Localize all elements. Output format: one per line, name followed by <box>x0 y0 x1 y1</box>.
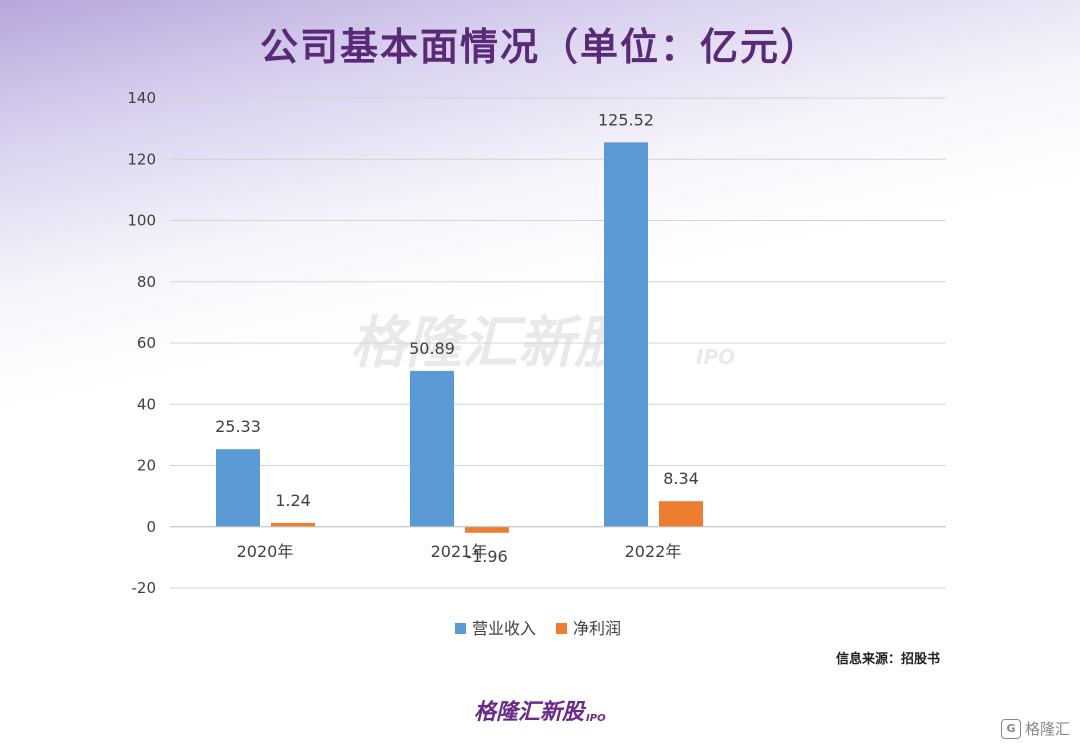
x-tick-label: 2020年 <box>237 542 294 561</box>
y-tick-label: -20 <box>132 579 157 597</box>
legend-label: 营业收入 <box>472 619 536 638</box>
bar <box>216 449 260 527</box>
y-tick-label: 40 <box>137 395 156 413</box>
data-label: -1.96 <box>466 547 507 566</box>
bar <box>604 142 648 527</box>
legend-label: 净利润 <box>573 619 621 638</box>
x-tick-label: 2022年 <box>625 542 682 561</box>
gridlines <box>170 97 946 589</box>
source-note: 信息来源：招股书 <box>835 652 940 667</box>
data-label: 1.24 <box>275 491 311 510</box>
bar <box>271 522 315 527</box>
y-tick-label: 80 <box>137 273 156 291</box>
data-label: 125.52 <box>598 110 654 129</box>
data-label: 25.33 <box>215 417 261 436</box>
bar <box>659 501 703 527</box>
data-labels: 25.33 50.89 125.52 1.24 -1.96 8.34 <box>215 110 699 565</box>
y-tick-label: 120 <box>127 150 156 168</box>
bars <box>216 142 703 533</box>
y-tick-label: 0 <box>146 518 156 536</box>
x-axis: 2020年 2021年 2022年 <box>170 526 946 561</box>
legend-swatch <box>455 623 466 634</box>
bar <box>465 526 509 533</box>
x-tick-label: 2021年 <box>431 542 488 561</box>
brand-icon: G <box>1000 718 1021 739</box>
brand-logo: 格隆汇新股 IPO <box>474 694 606 726</box>
y-tick-label: 60 <box>137 334 156 352</box>
chart-title: 公司基本面情况（单位：亿元） <box>259 24 820 69</box>
y-tick-label: 20 <box>137 457 156 475</box>
corner-text: 格隆汇 <box>1024 720 1070 738</box>
brand-sub: IPO <box>586 713 606 724</box>
legend: 营业收入 净利润 <box>455 619 621 638</box>
data-label: 8.34 <box>663 469 699 488</box>
data-label: 50.89 <box>409 339 455 358</box>
y-axis: -20 0 20 40 60 80 100 120 140 <box>127 89 156 597</box>
bar <box>410 370 454 527</box>
watermark-sub: IPO <box>696 345 735 369</box>
brand-name: 格隆汇新股 <box>474 700 585 725</box>
y-tick-label: 100 <box>127 212 156 230</box>
y-tick-label: 140 <box>127 89 156 107</box>
corner-watermark: G 格隆汇 <box>1000 718 1070 739</box>
legend-swatch <box>556 623 567 634</box>
